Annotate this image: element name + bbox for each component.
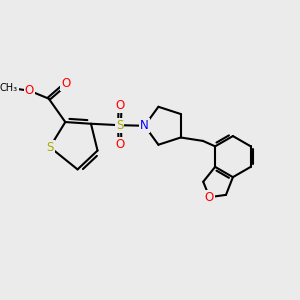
Text: S: S [116, 119, 123, 132]
Text: N: N [140, 119, 149, 132]
Text: O: O [116, 138, 125, 151]
Text: S: S [46, 141, 54, 154]
Text: O: O [116, 99, 125, 112]
Text: O: O [25, 84, 34, 97]
Text: CH₃: CH₃ [0, 83, 18, 93]
Text: O: O [61, 77, 70, 90]
Text: O: O [205, 191, 214, 204]
